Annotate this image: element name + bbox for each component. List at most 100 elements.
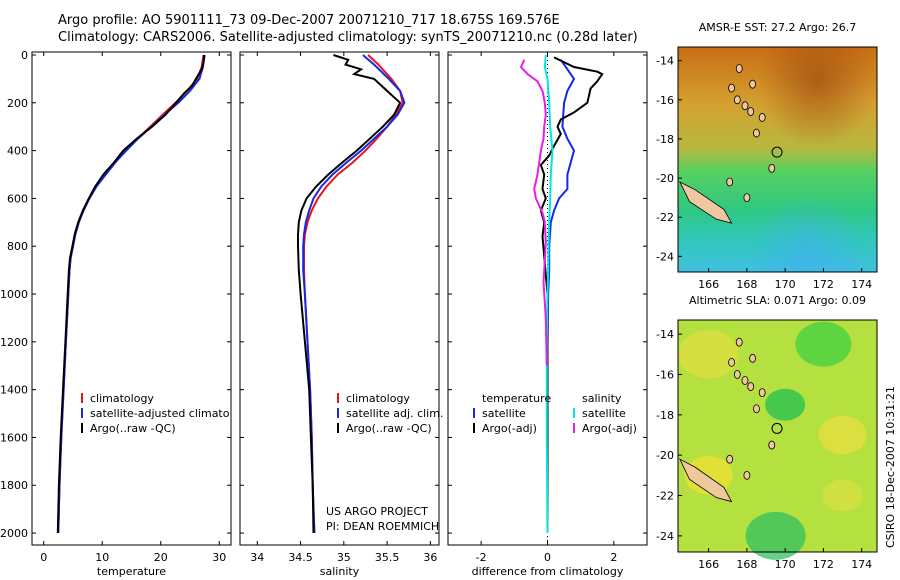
map-panel-1: 166 168 170 172 174 -14 -16 -18 -20 -22 -24 AMSR-E …: [656, 21, 878, 291]
island-new-caledonia: [679, 458, 733, 503]
island: [741, 376, 749, 385]
legend-entry: satellite: [482, 407, 526, 420]
series-line-blue: [57, 54, 206, 534]
legend-entry: climatology: [346, 392, 410, 405]
y-tick-label: -18: [656, 409, 674, 422]
x-tick-label: 166: [698, 558, 719, 571]
profile-panel-1: 0 200 400 600 800 1000 1200 1400 1600 1800 2000 0 10…: [0, 49, 232, 578]
x-tick-label: 172: [813, 278, 834, 291]
x-tick-label: -2: [476, 551, 487, 564]
legend-entry: Argo(-adj): [582, 422, 637, 435]
island: [726, 454, 734, 464]
island: [758, 388, 766, 398]
y-tick-label: 1600: [0, 431, 28, 444]
y-tick-label: -20: [656, 172, 674, 185]
y-tick-label: -22: [656, 211, 674, 224]
island: [728, 357, 735, 367]
y-tick-label: 1200: [0, 336, 28, 349]
x-axis-label: temperature: [97, 565, 166, 578]
legend-entry: climatology: [90, 392, 154, 405]
sla-anomaly: [745, 511, 806, 560]
project-line1: US ARGO PROJECT: [326, 505, 428, 518]
x-tick-label: 35.5: [375, 551, 400, 564]
sla-anomaly: [765, 388, 806, 421]
island: [768, 163, 776, 173]
map-frame: [677, 46, 878, 273]
x-tick-label: 168: [736, 278, 757, 291]
series-line-black: [56, 54, 206, 534]
y-tick-label: -24: [656, 530, 674, 543]
x-tick-label: 170: [775, 558, 796, 571]
x-tick-label: 166: [698, 278, 719, 291]
island: [743, 470, 751, 480]
legend-entry: Argo(..raw -QC): [90, 422, 176, 435]
island: [753, 404, 760, 414]
y-tick-label: 800: [7, 240, 28, 253]
sla-anomaly: [795, 321, 852, 367]
profile-title: Argo profile: AO 5901111_73 09-Dec-2007 …: [58, 13, 560, 28]
argo-float-marker: [771, 422, 783, 434]
plot-frame: [239, 51, 440, 546]
legend-salinity: climatology satellite adj. clim. Argo(..ra…: [337, 392, 443, 435]
map-title: Altimetric SLA: 0.071 Argo: 0.09: [689, 294, 866, 307]
series-line-cyan: [543, 54, 554, 534]
y-tick-label: 400: [7, 145, 28, 158]
x-tick-label: 35: [337, 551, 351, 564]
sla-anomaly: [818, 415, 867, 455]
x-tick-label: 0: [40, 551, 47, 564]
island: [758, 113, 766, 122]
legend-difference: temperature salinity satellite Argo(-adj) sa…: [473, 392, 637, 435]
x-tick-label: 34.5: [288, 551, 313, 564]
island: [728, 83, 735, 93]
legend-entry: Argo(-adj): [482, 422, 537, 435]
x-tick-label: 174: [851, 278, 872, 291]
legend-entry: Argo(..raw -QC): [346, 422, 432, 435]
island: [735, 64, 743, 73]
map-panel-2: 166 168 170 172 174 -14 -16 -18 -20 -22 -24 Altimet…: [656, 294, 878, 571]
x-tick-label: 20: [154, 551, 168, 564]
y-tick-label: 200: [7, 97, 28, 110]
plot-frame: [31, 51, 232, 546]
y-tick-label: -20: [656, 449, 674, 462]
y-tick-label: 1800: [0, 479, 28, 492]
island: [726, 177, 734, 187]
island: [749, 353, 757, 363]
sla-anomaly: [822, 479, 863, 512]
island: [747, 107, 755, 116]
y-tick-label: -22: [656, 490, 674, 503]
y-tick-label: -14: [656, 328, 674, 341]
cool-anomaly: [678, 47, 877, 272]
series-line-magenta: [519, 59, 548, 366]
island: [733, 370, 741, 379]
island: [768, 440, 776, 450]
climatology-title: Climatology: CARS2006. Satellite-adjuste…: [58, 30, 638, 45]
island: [747, 382, 755, 391]
x-tick-label: 36: [423, 551, 437, 564]
legend-entry: satellite-adjusted climatology: [90, 407, 253, 420]
y-tick-label: -14: [656, 55, 674, 68]
island: [753, 128, 760, 138]
x-tick-label: 168: [736, 558, 757, 571]
legend-temperature: climatology satellite-adjusted climatolog…: [81, 392, 253, 435]
map-title: AMSR-E SST: 27.2 Argo: 26.7: [699, 21, 857, 34]
series-line-red: [57, 54, 205, 534]
island: [733, 95, 741, 105]
project-line2: PI: DEAN ROEMMICH: [326, 520, 440, 533]
x-tick-label: 0: [544, 551, 551, 564]
sla-anomaly: [678, 330, 739, 379]
y-tick-label: -16: [656, 94, 674, 107]
series-line-black: [297, 54, 402, 534]
y-tick-label: 600: [7, 192, 28, 205]
island: [741, 101, 749, 111]
island: [749, 79, 757, 89]
x-axis-label: salinity: [320, 565, 360, 578]
x-axis-label: difference from climatology: [472, 565, 624, 578]
profile-panel-2: 34 34.5 35 35.5 36 salinity: [239, 51, 440, 578]
argo-float-marker: [771, 146, 783, 158]
x-tick-label: 2: [610, 551, 617, 564]
y-tick-label: -16: [656, 368, 674, 381]
x-tick-label: 10: [95, 551, 109, 564]
x-tick-label: 172: [813, 558, 834, 571]
